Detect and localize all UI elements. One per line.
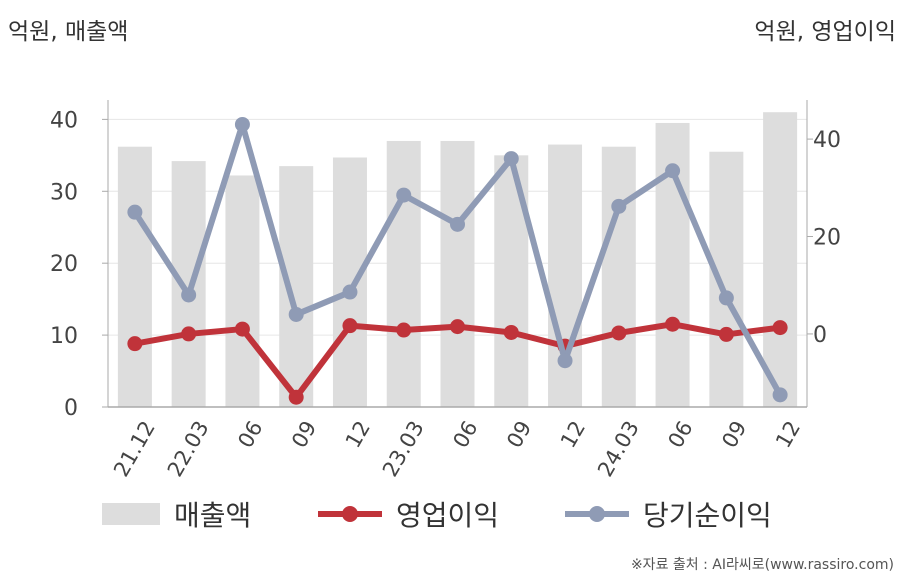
legend: 매출액 영업이익 당기순이익 [0,493,908,535]
legend-swatch-net-income [565,503,629,525]
net-income-point [181,287,197,303]
axis-layer [102,100,813,408]
x-tick-label: 12 [341,417,375,452]
x-tick-label: 06 [448,417,482,452]
bar-revenue [171,161,206,407]
right-axis-unit: 억원, 영업이익 [754,19,896,45]
net-income-point [127,204,143,220]
right-tick-label: 0 [813,323,827,348]
bar-revenue [709,151,744,407]
left-tick-label: 10 [50,324,78,349]
left-axis-unit: 억원, 매출액 [8,19,129,45]
x-tick-label: 09 [287,417,321,452]
net-income-point [557,353,573,369]
x-tick-label: 06 [663,417,697,452]
x-tick-label: 22.03 [163,417,214,481]
left-tick-label: 20 [50,252,78,277]
bar-layer [117,112,798,408]
net-income-point [503,151,519,167]
x-tick-label: 21.12 [109,417,160,481]
operating-income-point [450,319,465,335]
bar-revenue [440,140,475,407]
net-income-point [234,116,250,132]
bar-revenue [763,112,798,407]
net-income-point [342,284,358,300]
operating-income-point [611,325,627,341]
net-income-point [450,216,465,232]
legend-item-revenue: 매출액 [102,493,251,535]
net-income-point [665,163,681,179]
bar-revenue [279,166,314,407]
legend-swatch-operating-income [318,503,382,525]
legend-label-revenue: 매출액 [174,499,252,532]
operating-income-point [396,322,412,338]
operating-income-point [127,336,143,352]
left-tick-label: 0 [64,396,78,421]
bar-revenue [225,175,260,407]
net-income-point [288,306,304,322]
x-tick-label: 12 [771,417,805,452]
x-tick-label: 09 [502,417,536,452]
operating-income-point [503,324,519,340]
x-tick-label: 23.03 [378,417,429,481]
operating-income-point [718,326,734,342]
bar-revenue [332,157,367,407]
right-tick-label: 20 [813,226,841,251]
right-tick-label: 40 [813,128,841,153]
bar-revenue [386,140,421,407]
bar-revenue [601,146,636,407]
legend-item-operating-income: 영업이익 [318,493,499,535]
bar-revenue [117,146,152,407]
operating-income-point [772,320,788,336]
net-income-point [611,198,627,214]
line-layer [127,116,788,405]
legend-label-net-income: 당기순이익 [643,499,772,532]
left-tick-label: 40 [50,108,78,133]
x-tick-label: 12 [556,417,590,452]
x-tick-label: 24.03 [593,417,644,481]
x-tick-label: 06 [233,417,267,452]
net-income-point [718,290,734,306]
legend-item-net-income: 당기순이익 [565,493,772,535]
operating-income-point [181,326,197,342]
source-note: ※자료 출처 : AI라씨로(www.rassiro.com) [630,557,894,573]
operating-income-point [665,316,681,332]
x-tick-label: 09 [717,417,751,452]
operating-income-point [234,321,250,337]
operating-income-point [288,389,304,405]
operating-income-point [342,318,358,334]
net-income-point [772,387,788,403]
left-tick-label: 30 [50,180,78,205]
legend-swatch-revenue [102,503,160,525]
net-income-point [396,187,412,203]
legend-label-operating-income: 영업이익 [396,499,500,532]
